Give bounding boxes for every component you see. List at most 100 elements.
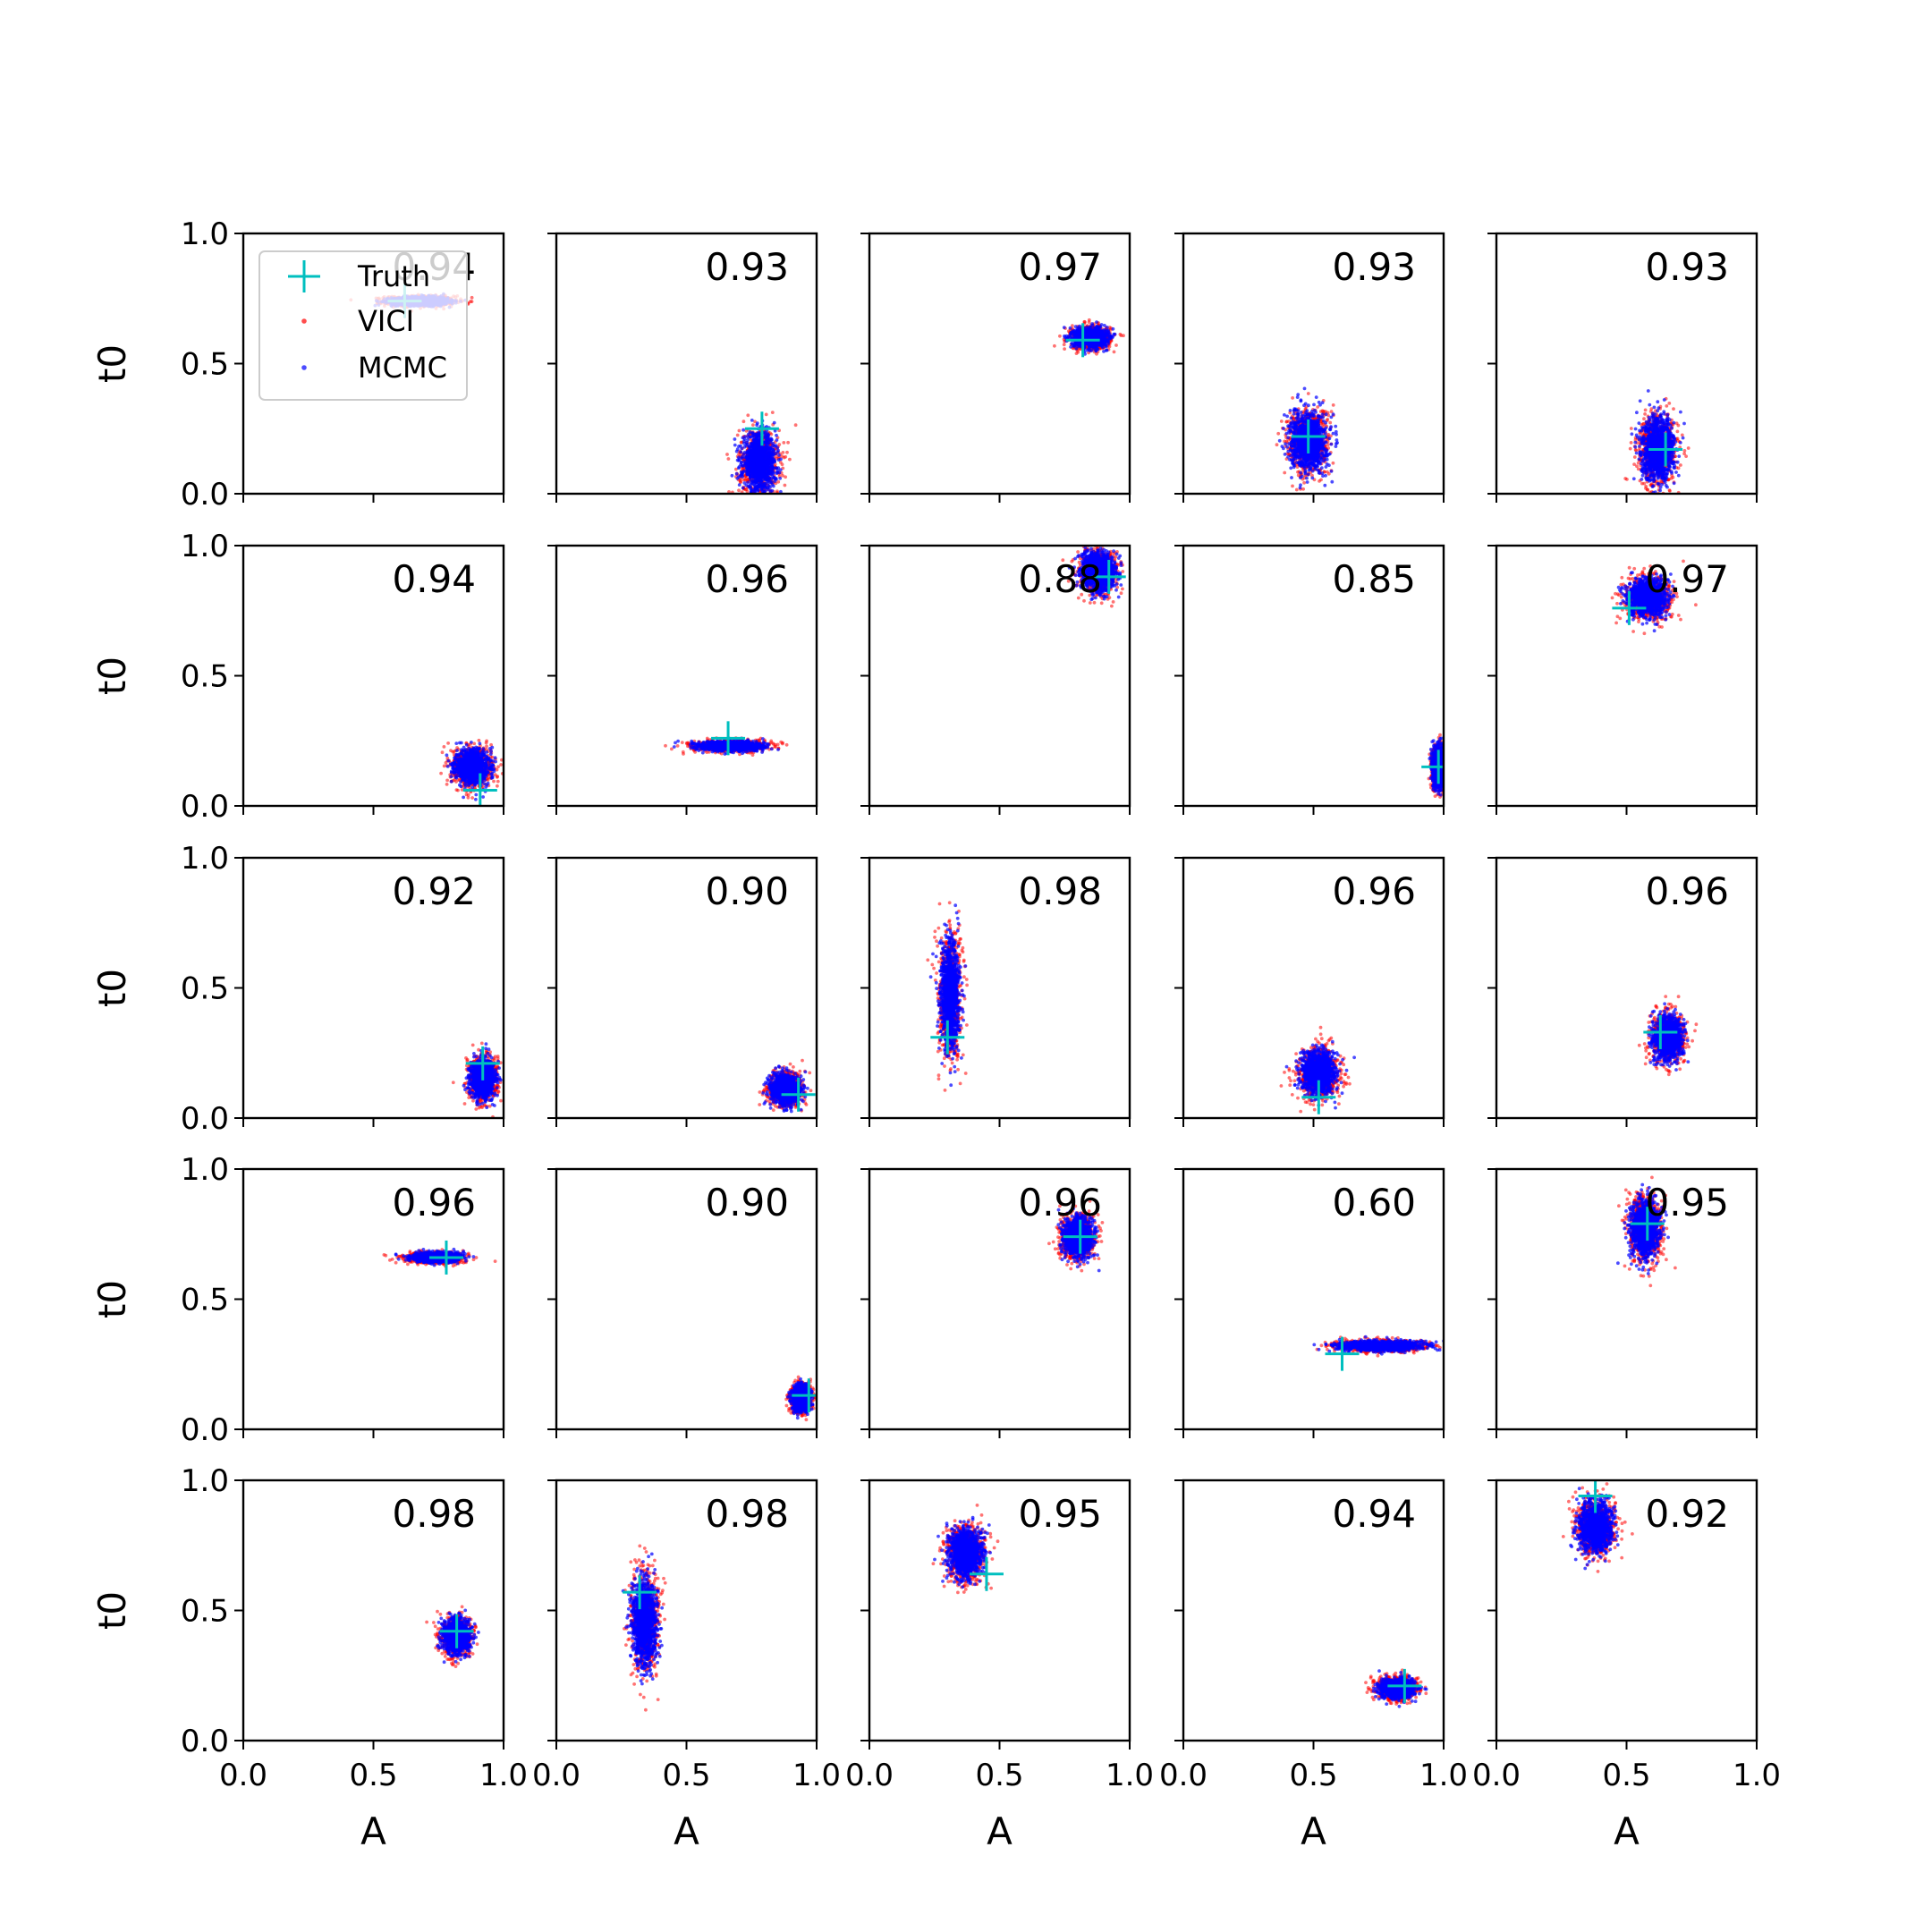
mcmc-point	[752, 440, 757, 444]
mcmc-point	[764, 447, 768, 452]
mcmc-point	[773, 460, 777, 464]
mcmc-point	[756, 439, 760, 444]
mcmc-point	[771, 484, 775, 488]
mcmc-point	[737, 465, 741, 469]
mcmc-point	[733, 443, 737, 447]
mcmc-point	[750, 481, 754, 486]
mcmc-point	[1095, 320, 1098, 324]
mcmc-point	[744, 444, 749, 447]
mcmc-point	[764, 469, 768, 473]
legend-label: Truth	[357, 259, 430, 293]
vici-point	[1058, 334, 1062, 338]
mcmc-point	[769, 470, 774, 474]
mcmc-point	[746, 472, 750, 477]
y-tick-label: 0.0	[181, 477, 229, 513]
vici-point	[793, 423, 798, 428]
vici-point	[734, 467, 738, 471]
mcmc-point	[761, 449, 766, 453]
mcmc-point	[765, 455, 768, 460]
mcmc-point	[750, 431, 754, 436]
vici-point	[741, 419, 746, 424]
legend-label: MCMC	[358, 351, 447, 385]
mcmc-point	[769, 472, 773, 477]
mcmc-point	[737, 483, 741, 487]
mcmc-point	[776, 448, 780, 453]
mcmc-point	[746, 438, 750, 442]
vici-point	[783, 483, 787, 487]
mcmc-point	[775, 445, 779, 450]
mcmc-point	[778, 468, 783, 472]
mcmc-point	[750, 453, 754, 456]
vici-point	[743, 487, 748, 492]
mcmc-point	[759, 479, 763, 483]
mcmc-point	[765, 437, 768, 442]
mcmc-point	[754, 486, 758, 490]
legend-label: VICI	[358, 304, 414, 338]
vici-point	[782, 441, 786, 445]
vici-point	[1063, 347, 1066, 351]
mcmc-point	[750, 419, 754, 422]
mcmc-point	[735, 447, 740, 452]
mcmc-point	[746, 432, 750, 436]
mcmc-point	[744, 483, 749, 487]
vici-point	[746, 413, 750, 418]
mcmc-point	[764, 473, 768, 478]
mcmc-point	[777, 470, 782, 475]
mcmc-point	[779, 457, 783, 462]
mcmc-point	[769, 452, 774, 456]
vici-point	[784, 454, 788, 459]
mcmc-point	[778, 476, 783, 480]
mcmc-point	[755, 423, 759, 428]
mcmc-point	[1063, 334, 1066, 338]
mcmc-point	[749, 445, 753, 449]
mcmc-point	[775, 438, 779, 442]
mcmc-point	[779, 489, 783, 494]
vici-point	[1071, 324, 1074, 328]
panel-scatter	[1053, 318, 1125, 358]
mcmc-point	[1069, 345, 1072, 349]
mcmc-point	[730, 473, 734, 478]
mcmc-point	[735, 477, 740, 480]
mcmc-point	[1070, 342, 1073, 345]
mcmc-point	[751, 470, 755, 475]
mcmc-point	[774, 452, 777, 456]
vici-point	[737, 488, 741, 493]
vici-point	[1114, 343, 1118, 347]
mcmc-point	[758, 459, 762, 463]
mcmc-point	[1102, 327, 1106, 332]
mcmc-point	[777, 453, 781, 457]
mcmc-point	[776, 466, 781, 470]
mcmc-point	[741, 486, 745, 490]
vici-point	[781, 451, 785, 454]
mcmc-point	[756, 488, 760, 493]
mcmc-point	[733, 437, 737, 441]
panel-1-2: 0.93	[547, 232, 818, 503]
vici-point	[726, 457, 731, 461]
vici-point	[786, 440, 790, 445]
vici-point	[781, 473, 784, 478]
mcmc-point	[759, 486, 764, 490]
mcmc-point	[775, 433, 778, 437]
vici-point	[770, 411, 775, 414]
vici-point	[1087, 318, 1091, 322]
vici-point	[469, 300, 472, 304]
vici-point	[1118, 332, 1123, 336]
y-tick-label: 1.0	[181, 216, 229, 252]
mcmc-point	[752, 460, 756, 464]
mcmc-point	[761, 459, 766, 462]
mcmc-point	[749, 459, 752, 463]
mcmc-point	[769, 446, 773, 451]
mcmc-point	[769, 449, 774, 453]
mcmc-point	[767, 442, 771, 445]
mcmc-point	[1074, 346, 1079, 351]
y-axis-label: t0	[90, 344, 134, 383]
mcmc-point	[760, 489, 765, 493]
mcmc-point	[756, 479, 760, 483]
vici-point	[784, 475, 787, 479]
vici-point	[725, 453, 729, 456]
vici-point	[780, 462, 784, 467]
vici-point	[751, 423, 755, 427]
mcmc-point	[741, 428, 745, 432]
vici-point	[735, 433, 740, 437]
